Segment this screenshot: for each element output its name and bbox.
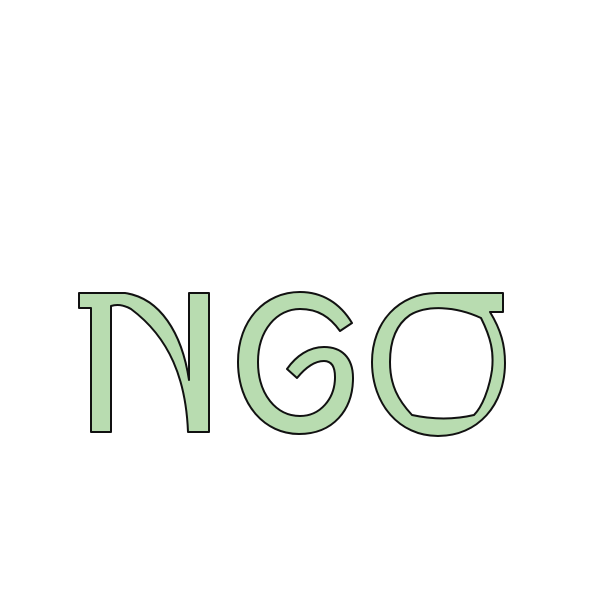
ngo-logo — [78, 291, 506, 437]
logo-letter-o — [371, 292, 506, 437]
logo-letter-g — [237, 291, 354, 435]
logo-letter-n — [78, 292, 210, 433]
